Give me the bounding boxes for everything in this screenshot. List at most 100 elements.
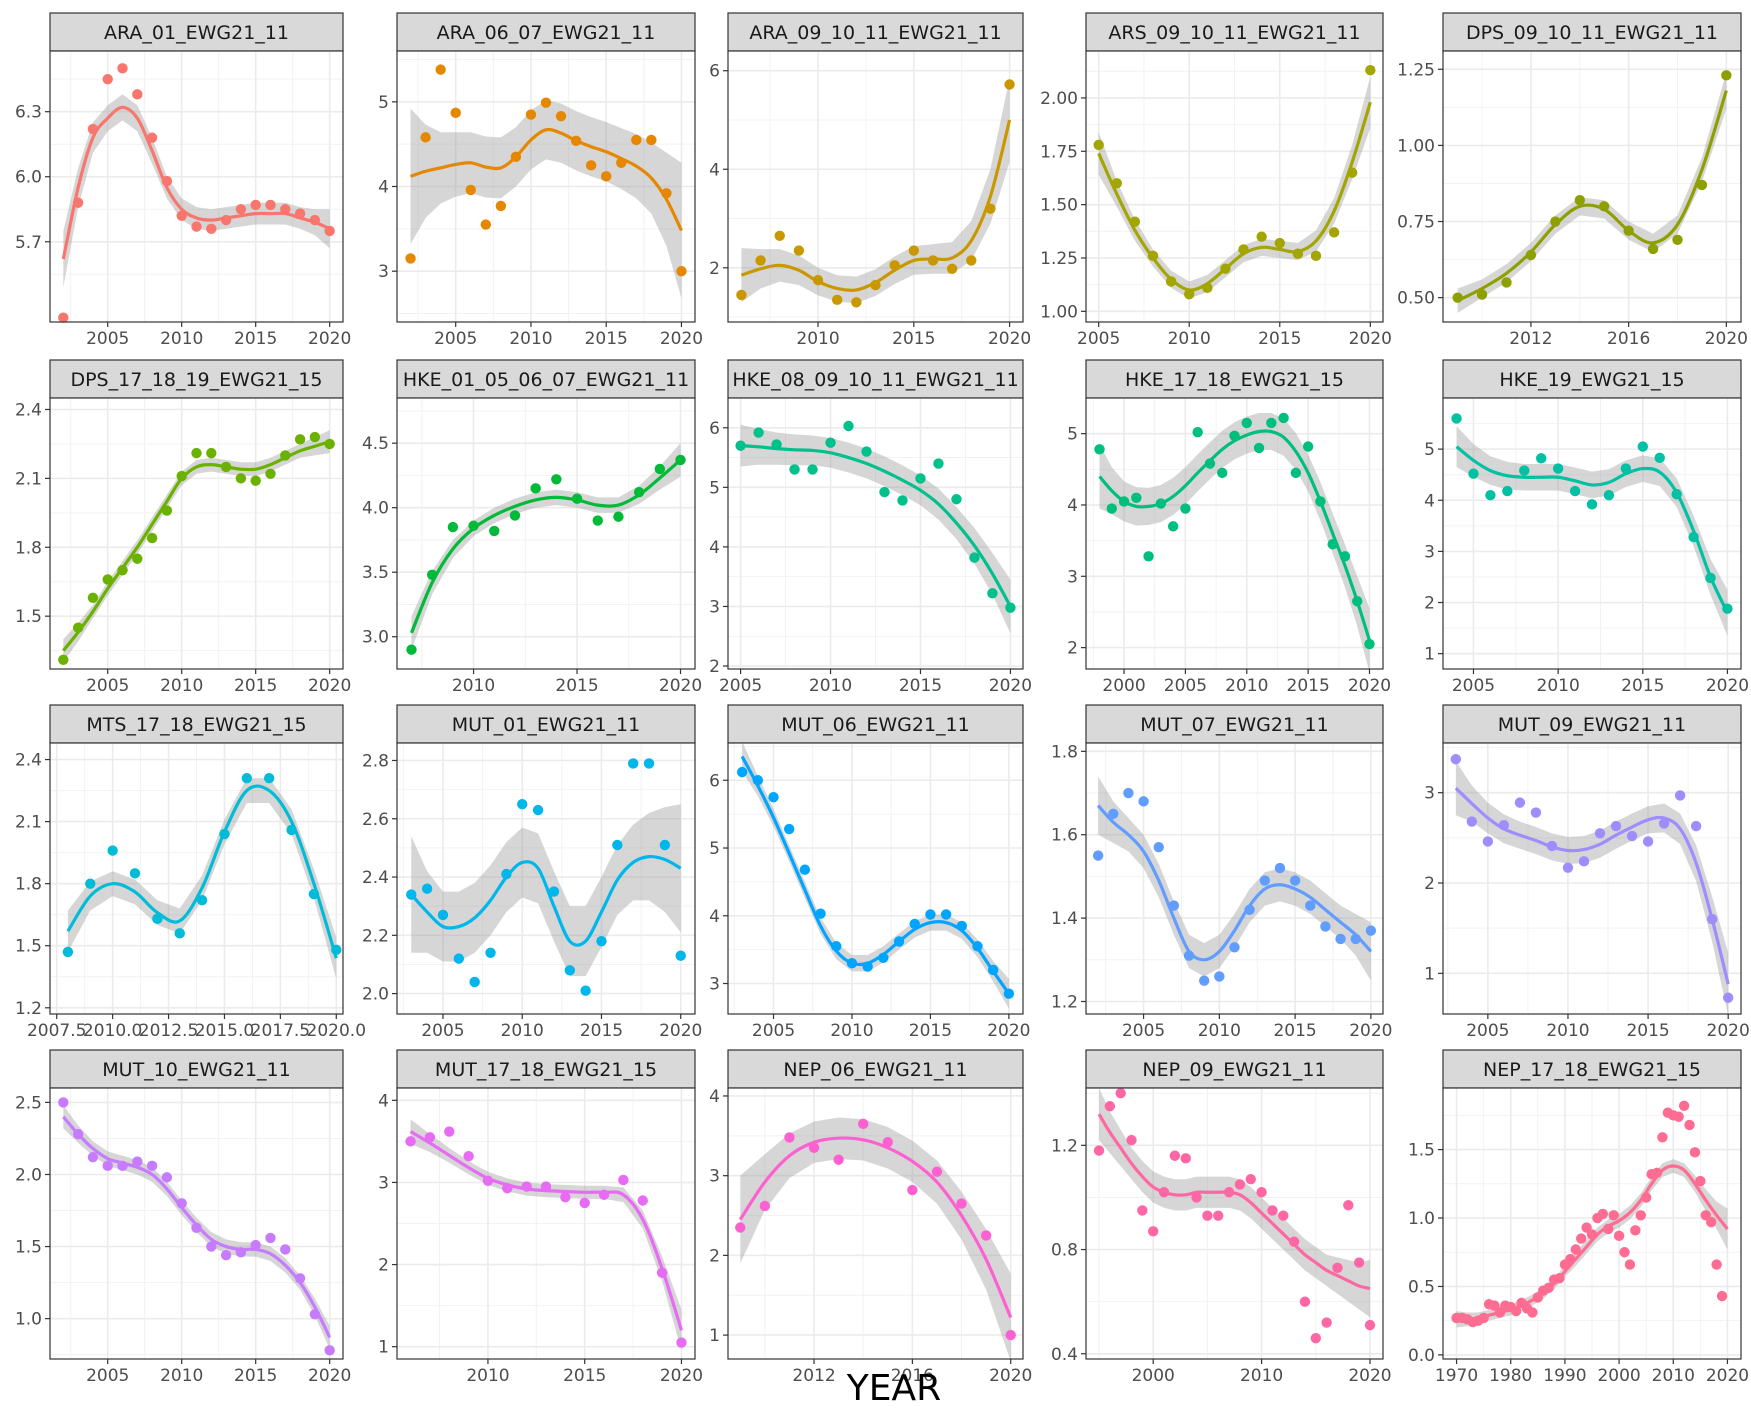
data-point: [191, 447, 202, 459]
x-tick-label: 2000: [1597, 1366, 1640, 1386]
x-tick-label: 2020: [308, 1366, 351, 1386]
x-tick-label: 2020: [988, 329, 1031, 349]
data-point: [1603, 1223, 1614, 1235]
data-point: [825, 437, 836, 448]
x-tick-label: 2015: [892, 329, 935, 349]
panel-border: [396, 742, 696, 1015]
data-point: [1610, 820, 1622, 832]
x-tick-label: 2015: [1626, 1021, 1669, 1041]
y-tick-label: 6: [709, 771, 720, 791]
facet-strip: [727, 704, 1024, 744]
data-point: [1716, 1290, 1728, 1302]
facet-strip-label: MUT_17_18_EWG21_15: [435, 1059, 657, 1081]
y-tick-label: 5: [709, 478, 720, 498]
facet-panel: HKE_01_05_06_07_EWG21_11 2010 2015 2020 3.0 3…: [362, 359, 702, 696]
y-tick-label: 1.5: [15, 1238, 42, 1258]
data-point: [1266, 417, 1277, 429]
data-point: [521, 1181, 532, 1192]
plot-area: [1443, 51, 1741, 322]
data-point: [861, 446, 872, 457]
data-point: [1586, 499, 1598, 510]
data-point: [1278, 412, 1289, 424]
data-point: [564, 965, 575, 976]
facet-panel: MUT_06_EWG21_11 2005 2010 2015 2020 3 4 5 6: [709, 704, 1031, 1041]
data-point: [324, 225, 335, 237]
data-point: [132, 89, 143, 100]
x-tick-label: 1990: [1543, 1366, 1586, 1386]
data-point: [1498, 820, 1510, 831]
smooth-line: [410, 127, 683, 232]
data-point: [495, 200, 507, 212]
y-tick-label: 4.0: [362, 499, 389, 519]
y-tick-label: 0.5: [1408, 1277, 1435, 1297]
data-point: [1245, 1174, 1256, 1185]
facet-strip: [727, 359, 1024, 399]
data-point: [1123, 787, 1134, 799]
data-point: [831, 294, 843, 306]
facet-strip-label: HKE_01_05_06_07_EWG21_11: [403, 369, 689, 391]
data-point: [812, 274, 824, 286]
data-point: [87, 1151, 99, 1163]
data-point: [308, 888, 320, 900]
data-point: [612, 839, 623, 851]
data-point: [265, 199, 276, 211]
data-point: [72, 622, 84, 633]
data-point: [1365, 65, 1376, 76]
data-point: [613, 511, 624, 522]
data-point: [771, 439, 782, 450]
data-point: [618, 1174, 629, 1186]
y-tick-label: 1.5: [15, 607, 42, 627]
data-point: [1651, 1167, 1663, 1179]
plot-area: [1086, 743, 1383, 1014]
data-point: [1689, 1147, 1701, 1158]
facet-strip-label: MUT_07_EWG21_11: [1140, 714, 1328, 736]
facet-panel: NEP_17_18_EWG21_15 1970 1980 1990 2000 2010 20…: [1408, 1049, 1749, 1386]
data-point: [1191, 1192, 1202, 1203]
data-point: [1574, 195, 1585, 206]
confidence-band: [742, 741, 1009, 1009]
data-point: [1229, 942, 1240, 953]
x-tick-label: 2010: [160, 1366, 203, 1386]
data-point: [280, 450, 291, 461]
facet-panel: MUT_01_EWG21_11 2005 2010 2015 2020 2.0 2.2 2.4…: [362, 704, 702, 1041]
data-point: [309, 214, 321, 226]
y-tick-label: 5: [378, 93, 389, 113]
x-tick-label: 2015: [1287, 676, 1330, 696]
facet-strip: [727, 1049, 1024, 1089]
data-point: [909, 918, 920, 930]
data-point: [598, 1189, 610, 1200]
facet-strip: [1442, 704, 1742, 744]
y-tick-label: 5: [1067, 425, 1078, 445]
data-point: [206, 1241, 217, 1252]
data-point: [263, 772, 275, 784]
data-point: [1696, 179, 1708, 191]
data-point: [1094, 444, 1105, 455]
data-point: [1315, 496, 1326, 507]
data-point: [1274, 862, 1286, 874]
data-point: [1202, 1210, 1213, 1221]
y-tick-label: 4: [709, 538, 720, 558]
data-point: [1706, 1216, 1717, 1228]
x-tick-label: 2005: [86, 1366, 129, 1386]
data-point: [1570, 1244, 1581, 1255]
data-point: [324, 438, 335, 450]
data-point: [294, 434, 306, 445]
x-tick-label: 2020: [660, 1366, 703, 1386]
data-point: [1451, 413, 1462, 424]
x-tick-label: 2015: [1258, 329, 1301, 349]
data-point: [1253, 442, 1265, 454]
data-point: [405, 1136, 416, 1147]
panel-border: [49, 397, 344, 670]
y-tick-label: 4: [709, 1087, 720, 1107]
data-point: [309, 1309, 321, 1320]
data-point: [784, 1132, 795, 1143]
data-point: [1321, 1317, 1332, 1328]
y-tick-label: 2.5: [15, 1093, 42, 1113]
data-point: [1657, 1132, 1668, 1143]
y-tick-label: 0.8: [1051, 1241, 1078, 1261]
plot-area: [1086, 1088, 1383, 1359]
data-point: [643, 758, 655, 769]
facet-panel: MTS_17_18_EWG21_15 2007.52010.02012.52015…: [15, 704, 366, 1041]
y-tick-label: 1.8: [1051, 742, 1078, 762]
panel-border: [727, 50, 1024, 323]
